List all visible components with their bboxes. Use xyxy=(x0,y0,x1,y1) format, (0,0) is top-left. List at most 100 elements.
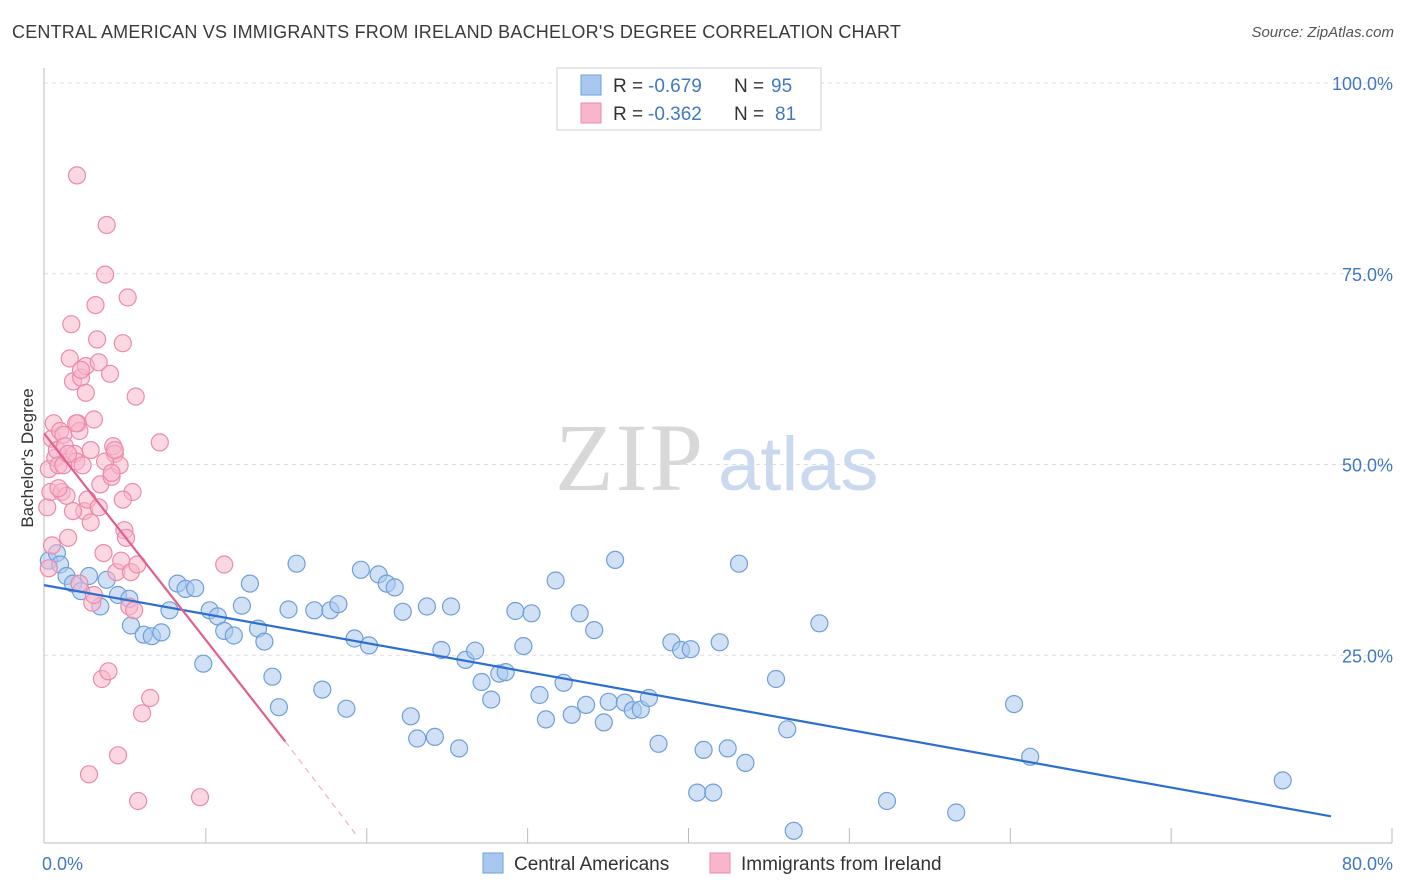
stats-legend-n-label-blue: N = xyxy=(734,76,764,97)
point-central-american-86 xyxy=(766,669,786,689)
point-ireland-27 xyxy=(79,765,99,784)
legend-swatch-immigrants-from-ireland xyxy=(709,852,731,874)
point-central-american-80 xyxy=(694,740,713,760)
point-central-american-33 xyxy=(313,680,332,699)
axes xyxy=(43,68,1392,844)
point-central-american-88 xyxy=(784,821,803,840)
point-central-american-23 xyxy=(224,626,243,645)
point-ireland-64 xyxy=(39,559,58,578)
point-central-american-67 xyxy=(585,620,604,640)
point-central-american-36 xyxy=(337,699,356,718)
point-central-american-42 xyxy=(385,578,404,597)
point-ireland-65 xyxy=(42,536,62,555)
point-central-american-70 xyxy=(605,550,625,570)
trend-line-ireland-extension xyxy=(284,741,359,838)
point-central-american-68 xyxy=(594,713,613,732)
point-ireland-51 xyxy=(118,288,137,307)
point-central-american-69 xyxy=(599,692,618,711)
y-axis-tick-labels: 25.0% 50.0% 75.0% 100.0% xyxy=(1332,74,1393,666)
watermark-atlas: atlas xyxy=(718,422,879,507)
point-ireland-14 xyxy=(60,349,79,368)
point-central-american-82 xyxy=(710,633,729,652)
point-ireland-78 xyxy=(105,441,124,460)
point-ireland-32 xyxy=(87,330,107,349)
point-ireland-73 xyxy=(81,441,100,460)
y-tick-label-75: 75.0% xyxy=(1342,265,1393,285)
point-central-american-52 xyxy=(466,641,485,660)
stats-legend-swatch-pink xyxy=(580,102,602,124)
point-central-american-25 xyxy=(240,574,259,593)
point-central-american-65 xyxy=(570,604,589,623)
point-central-american-43 xyxy=(393,602,412,621)
point-central-american-75 xyxy=(649,734,668,753)
point-central-american-31 xyxy=(287,554,306,573)
point-central-american-83 xyxy=(718,739,737,758)
point-central-american-15 xyxy=(160,601,179,620)
stats-legend-r-value-blue: -0.679 xyxy=(648,76,702,97)
point-central-american-46 xyxy=(417,597,436,616)
point-ireland-0 xyxy=(38,498,57,517)
point-ireland-63 xyxy=(215,555,234,574)
point-central-american-32 xyxy=(305,601,324,620)
data-points xyxy=(38,166,1292,840)
point-ireland-28 xyxy=(81,513,100,532)
stats-legend-r-label-pink: R = xyxy=(613,104,643,125)
point-ireland-38 xyxy=(97,215,116,235)
point-central-american-85 xyxy=(736,753,755,773)
chart-title: CENTRAL AMERICAN VS IMMIGRANTS FROM IREL… xyxy=(12,22,902,42)
point-central-american-66 xyxy=(576,695,596,715)
point-central-american-29 xyxy=(269,698,288,717)
point-ireland-68 xyxy=(58,444,78,463)
point-central-american-64 xyxy=(562,705,581,724)
point-central-american-59 xyxy=(522,604,541,623)
point-ireland-56 xyxy=(126,387,145,406)
point-ireland-74 xyxy=(84,410,104,429)
x-tick-label-min: 0.0% xyxy=(42,854,83,874)
point-central-american-81 xyxy=(704,783,723,802)
point-central-american-27 xyxy=(255,632,274,651)
point-ireland-19 xyxy=(67,166,87,185)
point-ireland-13 xyxy=(58,528,78,547)
point-ireland-45 xyxy=(108,746,128,765)
point-central-american-44 xyxy=(401,707,420,726)
point-central-american-84 xyxy=(729,554,749,573)
point-ireland-70 xyxy=(67,414,86,433)
trend-line-central-americans xyxy=(43,584,1332,818)
trend-lines xyxy=(43,432,1332,838)
point-central-american-91 xyxy=(947,803,966,822)
point-central-american-61 xyxy=(536,710,556,729)
stats-legend-n-label-pink: N = xyxy=(734,104,764,125)
point-central-american-19 xyxy=(194,654,213,673)
point-ireland-23 xyxy=(73,456,92,475)
point-central-american-92 xyxy=(1004,694,1024,714)
point-central-american-89 xyxy=(810,614,829,633)
point-central-american-49 xyxy=(441,597,461,616)
point-ireland-62 xyxy=(190,788,210,807)
point-central-american-58 xyxy=(514,636,533,656)
point-central-american-18 xyxy=(186,579,205,598)
point-central-american-90 xyxy=(877,791,897,811)
y-tick-label-25: 25.0% xyxy=(1342,646,1393,666)
point-ireland-79 xyxy=(113,490,132,509)
chart-source: Source: ZipAtlas.com xyxy=(1251,24,1394,41)
point-central-american-45 xyxy=(408,729,427,748)
legend-label-central-americans: Central Americans xyxy=(514,854,669,875)
point-ireland-75 xyxy=(89,498,108,517)
point-central-american-30 xyxy=(279,600,298,619)
point-central-american-79 xyxy=(688,783,707,802)
point-central-american-87 xyxy=(778,720,797,739)
stats-legend: R = -0.679 N = 95 R = -0.362 N = 81 xyxy=(556,67,822,131)
point-central-american-48 xyxy=(432,640,451,660)
point-ireland-69 xyxy=(63,502,83,521)
stats-legend-swatch-blue xyxy=(580,74,602,96)
stats-legend-r-value-pink: -0.362 xyxy=(648,104,702,125)
point-ireland-36 xyxy=(94,543,113,563)
point-ireland-72 xyxy=(76,383,95,402)
point-central-american-35 xyxy=(329,595,348,614)
point-central-american-62 xyxy=(546,571,565,590)
point-central-american-94 xyxy=(1273,771,1292,790)
stats-legend-r-label-blue: R = xyxy=(613,76,643,97)
point-central-american-57 xyxy=(506,601,525,621)
watermark-zip: ZIP xyxy=(555,404,705,511)
